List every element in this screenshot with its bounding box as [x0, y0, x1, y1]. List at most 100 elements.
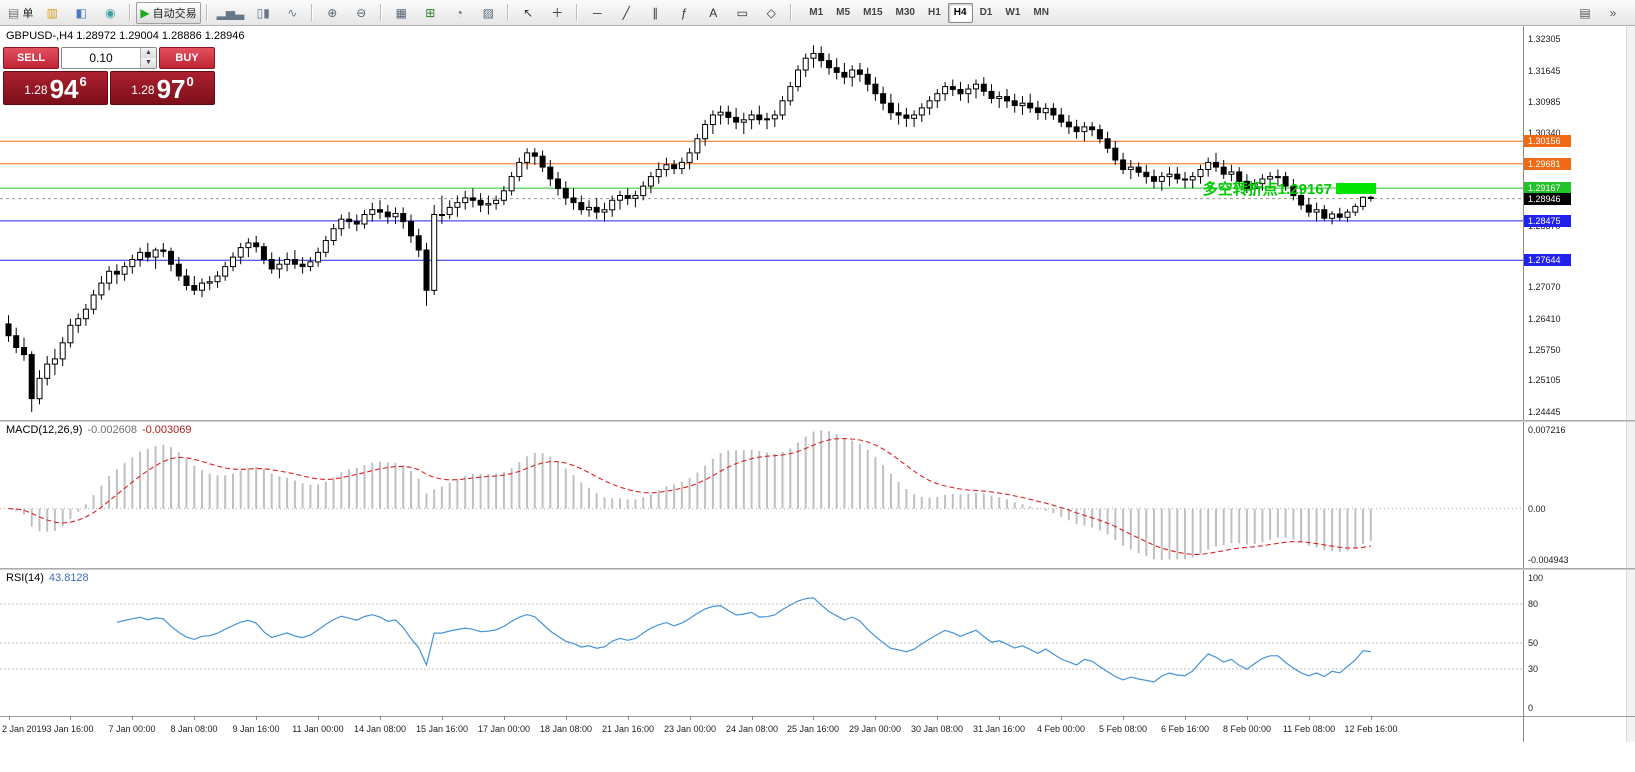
hline-price-tag: 1.29681: [1524, 158, 1571, 170]
channel-button[interactable]: ∥: [641, 2, 669, 24]
navigator-button[interactable]: ◉: [96, 2, 124, 24]
fibonacci-button[interactable]: ƒ: [670, 2, 698, 24]
vertical-scrollbar[interactable]: [1626, 26, 1635, 742]
toolbar-separator: [311, 4, 314, 21]
price-axis-label: 1.30340: [1528, 128, 1561, 138]
price-axis-border: [1523, 26, 1524, 742]
volume-input[interactable]: 0.10 ▲ ▼: [61, 47, 157, 69]
toolbar-separator: [790, 4, 793, 21]
time-axis-label: 4 Feb 00:00: [1036, 724, 1086, 734]
shapes-icon: ◇: [766, 5, 776, 20]
volume-spinner-down-icon[interactable]: ▼: [141, 58, 156, 68]
sell-price-big: 94: [49, 74, 79, 104]
trendline-icon: ╱: [622, 5, 630, 20]
sell-price-pip: 6: [79, 74, 87, 89]
new-chart-button[interactable]: ⊞: [416, 2, 444, 24]
text-icon: A: [709, 5, 718, 20]
arrow-label-button[interactable]: ▭: [728, 2, 756, 24]
sell-button[interactable]: SELL: [3, 47, 59, 69]
autotrading-icon: ▶: [140, 5, 150, 20]
current-price-tag: 1.28946: [1524, 193, 1571, 205]
tf-button-m15[interactable]: M15: [863, 7, 883, 18]
zoom-in-button[interactable]: ⊕: [318, 2, 346, 24]
navigator-icon: ◉: [105, 5, 116, 20]
shapes-button[interactable]: ◇: [757, 2, 785, 24]
time-axis-label: 11 Jan 00:00: [292, 724, 344, 734]
tile-windows-icon: ▦: [395, 5, 407, 20]
crosshair-button[interactable]: ＋: [543, 2, 571, 24]
toolbar-separator: [205, 4, 208, 21]
market-watch-button[interactable]: ▥: [38, 2, 66, 24]
cursor-button[interactable]: ↖: [514, 2, 542, 24]
tf-button-m30[interactable]: M30: [895, 7, 915, 18]
sell-price-display[interactable]: 1.28 94 6: [3, 71, 108, 105]
data-window-button[interactable]: ◧: [67, 2, 95, 24]
rsi-axis-label: 0: [1528, 703, 1534, 713]
macd-name: MACD(12,26,9): [6, 424, 83, 436]
volume-spinner-up-icon[interactable]: ▲: [141, 48, 156, 58]
zoom-out-button[interactable]: ⊖: [347, 2, 375, 24]
zoom-out-icon: ⊖: [356, 5, 367, 20]
tf-button-w1[interactable]: W1: [1005, 7, 1021, 18]
template-icon: ▨: [482, 5, 494, 20]
candlestick-chart-button[interactable]: ▯▮: [249, 2, 277, 24]
buy-price-prefix: 1.28: [131, 83, 155, 97]
window-list-button[interactable]: ▤: [1579, 5, 1591, 20]
pivot-annotation-rect[interactable]: [1336, 183, 1376, 194]
market-watch-icon: ▥: [46, 5, 59, 20]
macd-axis-label: -0.004943: [1528, 555, 1569, 565]
price-axis-label: 1.27070: [1528, 282, 1561, 292]
text-button[interactable]: A: [699, 2, 727, 24]
tf-button-h4[interactable]: H4: [947, 2, 973, 23]
toolbar-more-button[interactable]: »: [1609, 5, 1617, 20]
time-axis-border: [0, 716, 1635, 717]
time-axis-label: 7 Jan 00:00: [108, 724, 156, 734]
chart-title: GBPUSD-,H4 1.28972 1.29004 1.28886 1.289…: [6, 30, 245, 42]
macd-signal-value: -0.003069: [141, 424, 192, 436]
channel-icon: ∥: [652, 5, 659, 20]
tile-windows-button[interactable]: ▦: [387, 2, 415, 24]
time-axis-label: 8 Jan 08:00: [170, 724, 218, 734]
autotrading-button[interactable]: ▶ 自动交易: [136, 1, 201, 24]
new-order-button[interactable]: ▤ 单: [4, 2, 37, 24]
price-axis-label: 1.31645: [1528, 66, 1561, 76]
tf-button-m5[interactable]: M5: [836, 7, 851, 18]
autotrading-button-label: 自动交易: [152, 7, 197, 20]
price-axis-label: 1.25750: [1528, 345, 1561, 355]
rsi-axis-label: 80: [1528, 599, 1539, 609]
price-axis-label: 1.32305: [1528, 34, 1561, 44]
template-button[interactable]: ▨: [474, 2, 502, 24]
tf-button-mn[interactable]: MN: [1033, 7, 1049, 18]
price-axis-label: 1.30985: [1528, 97, 1561, 107]
price-axis-label: 1.25105: [1528, 375, 1561, 385]
line-chart-button[interactable]: ∿: [278, 2, 306, 24]
time-axis-label: 9 Jan 16:00: [232, 724, 280, 734]
buy-price-display[interactable]: 1.28 97 0: [110, 71, 215, 105]
pane-separator[interactable]: [0, 420, 1635, 422]
data-window-icon: ◧: [75, 5, 88, 20]
period-button[interactable]: ◔: [445, 2, 473, 24]
rsi-value: 43.8128: [48, 572, 89, 584]
buy-button[interactable]: BUY: [159, 47, 215, 69]
time-axis-label: 17 Jan 00:00: [477, 724, 531, 734]
pane-separator[interactable]: [0, 568, 1635, 570]
tf-button-d1[interactable]: D1: [979, 7, 993, 18]
fibonacci-icon: ƒ: [680, 5, 688, 20]
trendline-button[interactable]: ╱: [612, 2, 640, 24]
hline-price-tag: 1.27644: [1524, 254, 1571, 266]
bar-chart-button[interactable]: ▂▅▃: [213, 2, 249, 24]
rsi-axis-label: 100: [1528, 573, 1544, 583]
crosshair-icon: ＋: [551, 5, 564, 20]
tf-button-h1[interactable]: H1: [927, 7, 941, 18]
rsi-indicator-pane[interactable]: [0, 570, 1523, 716]
tf-button-m1[interactable]: M1: [809, 7, 824, 18]
volume-value: 0.10: [89, 51, 113, 65]
macd-axis-label: 0.00: [1528, 504, 1546, 514]
arrow-label-icon: ▭: [736, 5, 748, 20]
main-chart-pane[interactable]: [0, 26, 1523, 420]
hline-button[interactable]: ─: [583, 2, 611, 24]
time-axis-label: 8 Feb 00:00: [1222, 724, 1272, 734]
toolbar-separator: [576, 4, 579, 21]
new-order-icon: ▤: [8, 5, 20, 20]
macd-indicator-pane[interactable]: [0, 422, 1523, 568]
